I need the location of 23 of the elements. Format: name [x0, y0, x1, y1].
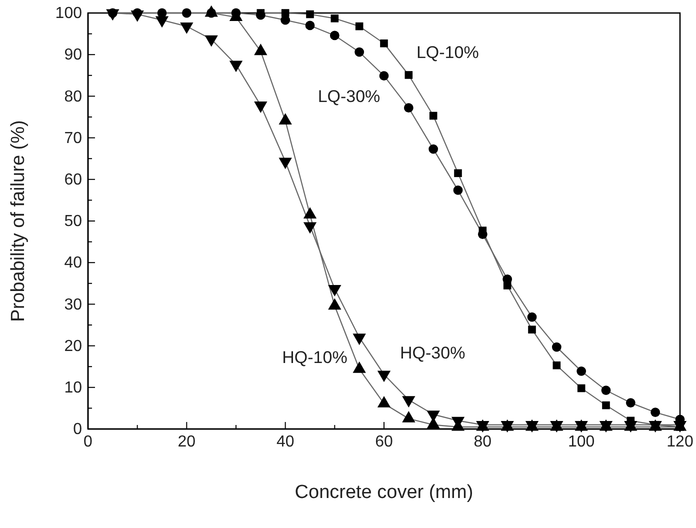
- y-tick-label: 50: [64, 213, 82, 230]
- y-tick-label: 20: [64, 338, 82, 355]
- x-tick-label: 40: [276, 433, 294, 450]
- y-tick-label: 40: [64, 254, 82, 272]
- x-axis-title: Concrete cover (mm): [294, 482, 474, 503]
- y-tick-label: 30: [64, 296, 82, 314]
- y-axis-title: Probability of failure (%): [8, 120, 29, 322]
- y-tick-label: 10: [64, 380, 82, 397]
- y-tick-label: 90: [64, 46, 82, 64]
- x-tick-label: 20: [178, 433, 196, 450]
- y-tick-label: 80: [64, 88, 82, 106]
- series-label: LQ-10%: [416, 42, 479, 62]
- series-label: LQ-30%: [318, 86, 380, 106]
- x-tick-label: 100: [568, 433, 595, 450]
- y-tick-label: 100: [55, 5, 82, 22]
- x-tick-label: 60: [375, 433, 393, 450]
- y-tick-label: 60: [64, 172, 82, 189]
- series-label: HQ-10%: [282, 348, 348, 368]
- y-tick-label: 0: [73, 421, 82, 438]
- series-label: HQ-30%: [400, 344, 466, 363]
- x-tick-label: 120: [666, 433, 694, 450]
- y-tick-label: 70: [64, 130, 82, 147]
- x-tick-label: 80: [474, 433, 492, 450]
